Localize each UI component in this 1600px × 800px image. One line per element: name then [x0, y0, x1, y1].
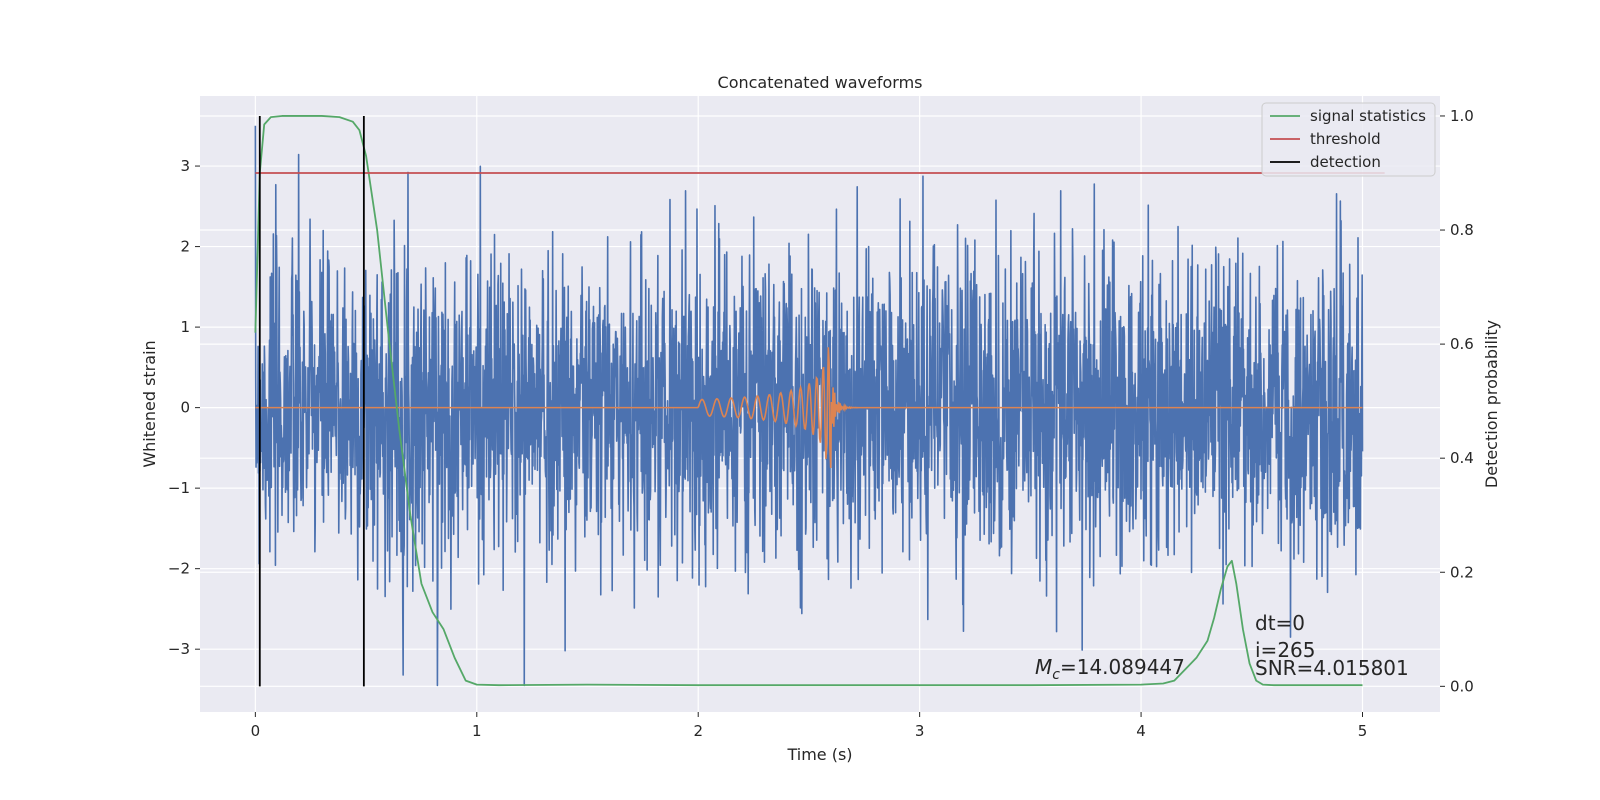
chart-title: Concatenated waveforms [718, 73, 923, 92]
y-left-tick-label: −3 [168, 640, 190, 658]
annotation-dt: dt=0 [1255, 611, 1305, 635]
x-axis-label: Time (s) [786, 745, 852, 764]
legend-label-detection: detection [1310, 153, 1381, 171]
y-right-tick-label: 0.2 [1450, 563, 1474, 581]
y-left-tick-label: 1 [180, 318, 190, 336]
annotation-mc: Mc=14.089447 [1035, 655, 1185, 683]
annotation-i: i=265 [1255, 638, 1316, 662]
y-right-axis-label: Detection probability [1482, 320, 1501, 488]
annotation-mc-subscript: c [1052, 667, 1060, 683]
x-tick-label: 0 [251, 722, 261, 740]
plot-area [254, 115, 1385, 687]
x-tick-label: 5 [1358, 722, 1368, 740]
annotation-mc-value: =14.089447 [1060, 655, 1185, 679]
y-right-tick-label: 0.8 [1450, 221, 1474, 239]
annotation-mc-symbol: M [1035, 655, 1052, 679]
legend-label-signal-statistics: signal statistics [1310, 107, 1426, 125]
series-signal-statistics [254, 115, 1363, 687]
y-right-tick-label: 0.4 [1450, 449, 1474, 467]
annotation-snr: SNR=4.015801 [1255, 656, 1409, 680]
x-tick-label: 3 [915, 722, 925, 740]
y-left-tick-label: 0 [180, 399, 190, 417]
x-ticks: 0 1 2 3 4 5 [251, 712, 1368, 740]
x-tick-label: 4 [1136, 722, 1146, 740]
series-injected-waveform [255, 347, 1363, 469]
y-left-axis-label: Whitened strain [140, 340, 159, 467]
y-left-tick-label: 2 [180, 238, 190, 256]
x-tick-label: 1 [472, 722, 482, 740]
series-whitened-strain [254, 125, 1364, 687]
y-right-tick-label: 0.0 [1450, 677, 1474, 695]
legend-box [1261, 102, 1436, 177]
x-tick-label: 2 [693, 722, 703, 740]
y-left-tick-label: 3 [180, 157, 190, 175]
legend: signal statistics threshold detection [1261, 102, 1436, 177]
y-right-ticks: 0.0 0.2 0.4 0.6 0.8 1.0 [1440, 107, 1474, 695]
y-right-tick-label: 1.0 [1450, 107, 1474, 125]
y-left-ticks: −3 −2 −1 0 1 2 3 [168, 157, 200, 658]
y-left-tick-label: −1 [168, 479, 190, 497]
y-left-tick-label: −2 [168, 560, 190, 578]
legend-label-threshold: threshold [1310, 130, 1381, 148]
y-right-tick-label: 0.6 [1450, 335, 1474, 353]
